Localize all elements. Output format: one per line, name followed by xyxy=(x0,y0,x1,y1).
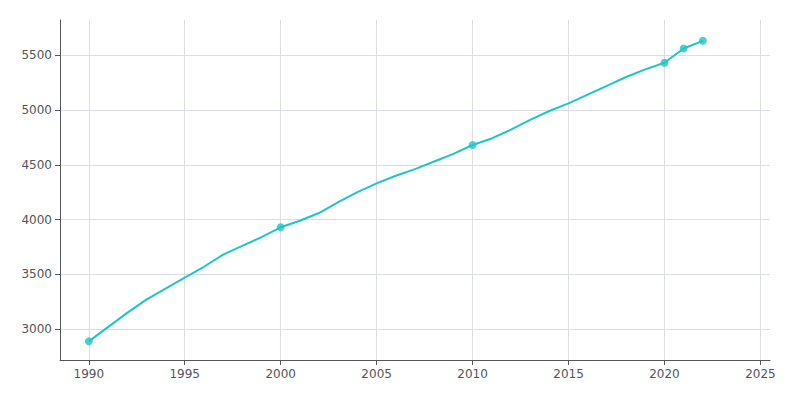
svg-text:4000: 4000 xyxy=(21,213,52,227)
svg-text:3000: 3000 xyxy=(21,322,52,336)
svg-text:4500: 4500 xyxy=(21,158,52,172)
svg-text:2025: 2025 xyxy=(745,367,776,381)
svg-text:1990: 1990 xyxy=(74,367,105,381)
svg-text:2020: 2020 xyxy=(649,367,680,381)
svg-text:2000: 2000 xyxy=(265,367,296,381)
svg-text:5500: 5500 xyxy=(21,48,52,62)
svg-text:2005: 2005 xyxy=(361,367,392,381)
svg-text:5000: 5000 xyxy=(21,103,52,117)
svg-text:2010: 2010 xyxy=(457,367,488,381)
svg-text:1995: 1995 xyxy=(169,367,200,381)
svg-text:3500: 3500 xyxy=(21,267,52,281)
svg-text:2015: 2015 xyxy=(553,367,584,381)
